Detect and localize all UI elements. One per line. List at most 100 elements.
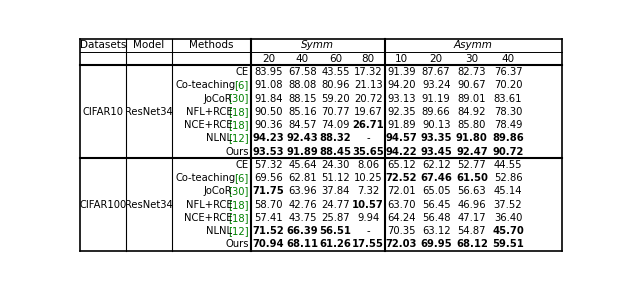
Text: 87.67: 87.67 — [422, 67, 451, 77]
Text: 71.75: 71.75 — [253, 186, 284, 196]
Text: 61.26: 61.26 — [319, 239, 351, 249]
Text: 84.92: 84.92 — [458, 107, 486, 117]
Text: 88.08: 88.08 — [289, 80, 317, 90]
Text: 24.77: 24.77 — [321, 199, 349, 210]
Text: Symm: Symm — [301, 40, 334, 51]
Text: [6]: [6] — [234, 173, 248, 183]
Text: 43.75: 43.75 — [288, 213, 317, 223]
Text: 93.13: 93.13 — [387, 94, 415, 104]
Text: 26.71: 26.71 — [352, 120, 384, 130]
Text: 88.15: 88.15 — [288, 94, 317, 104]
Text: [18]: [18] — [228, 107, 248, 117]
Text: [12]: [12] — [228, 226, 248, 236]
Text: NFL+RCE: NFL+RCE — [186, 199, 232, 210]
Text: 92.35: 92.35 — [387, 107, 416, 117]
Text: 30: 30 — [465, 54, 479, 64]
Text: Ours: Ours — [225, 239, 248, 249]
Text: 82.73: 82.73 — [458, 67, 486, 77]
Text: 90.36: 90.36 — [254, 120, 283, 130]
Text: 91.39: 91.39 — [387, 67, 416, 77]
Text: 89.66: 89.66 — [422, 107, 451, 117]
Text: 20.72: 20.72 — [354, 94, 383, 104]
Text: 20: 20 — [262, 54, 275, 64]
Text: 71.52: 71.52 — [253, 226, 284, 236]
Text: [18]: [18] — [228, 213, 248, 223]
Text: 7.32: 7.32 — [357, 186, 380, 196]
Text: Methods: Methods — [189, 40, 234, 51]
Text: 21.13: 21.13 — [354, 80, 383, 90]
Text: CIFAR10: CIFAR10 — [83, 107, 124, 117]
Text: 9.94: 9.94 — [357, 213, 380, 223]
Text: 91.19: 91.19 — [422, 94, 451, 104]
Text: NFL+RCE: NFL+RCE — [186, 107, 232, 117]
Text: 88.32: 88.32 — [319, 133, 351, 143]
Text: 57.41: 57.41 — [254, 213, 283, 223]
Text: 94.23: 94.23 — [253, 133, 284, 143]
Text: 58.70: 58.70 — [254, 199, 283, 210]
Text: 85.16: 85.16 — [288, 107, 317, 117]
Text: 61.50: 61.50 — [456, 173, 488, 183]
Text: 20: 20 — [429, 54, 443, 64]
Text: 52.86: 52.86 — [493, 173, 522, 183]
Text: 52.77: 52.77 — [458, 160, 486, 170]
Text: 68.11: 68.11 — [286, 239, 319, 249]
Text: 63.96: 63.96 — [288, 186, 317, 196]
Text: 42.76: 42.76 — [288, 199, 317, 210]
Text: 56.48: 56.48 — [422, 213, 451, 223]
Text: 19.67: 19.67 — [354, 107, 383, 117]
Text: 54.87: 54.87 — [458, 226, 486, 236]
Text: NLNL: NLNL — [206, 226, 232, 236]
Text: 46.96: 46.96 — [458, 199, 486, 210]
Text: 67.46: 67.46 — [420, 173, 452, 183]
Text: 72.03: 72.03 — [386, 239, 417, 249]
Text: 94.20: 94.20 — [387, 80, 415, 90]
Text: CE: CE — [236, 67, 248, 77]
Text: 51.12: 51.12 — [321, 173, 350, 183]
Text: 94.57: 94.57 — [385, 133, 417, 143]
Text: 90.67: 90.67 — [458, 80, 486, 90]
Text: 70.35: 70.35 — [387, 226, 415, 236]
Text: 89.01: 89.01 — [458, 94, 486, 104]
Text: 45.64: 45.64 — [288, 160, 317, 170]
Text: 91.89: 91.89 — [287, 147, 318, 157]
Text: 84.57: 84.57 — [288, 120, 317, 130]
Text: 92.43: 92.43 — [287, 133, 318, 143]
Text: ResNet34: ResNet34 — [125, 107, 173, 117]
Text: 93.53: 93.53 — [253, 147, 284, 157]
Text: [18]: [18] — [228, 199, 248, 210]
Text: 59.51: 59.51 — [492, 239, 524, 249]
Text: 65.05: 65.05 — [422, 186, 451, 196]
Text: 90.50: 90.50 — [254, 107, 283, 117]
Text: 17.32: 17.32 — [354, 67, 383, 77]
Text: 64.24: 64.24 — [387, 213, 415, 223]
Text: [30]: [30] — [228, 94, 248, 104]
Text: 24.30: 24.30 — [321, 160, 349, 170]
Text: NCE+RCE: NCE+RCE — [184, 120, 232, 130]
Text: 69.56: 69.56 — [254, 173, 283, 183]
Text: [18]: [18] — [228, 120, 248, 130]
Text: 89.86: 89.86 — [492, 133, 524, 143]
Text: 60: 60 — [329, 54, 342, 64]
Text: 17.55: 17.55 — [352, 239, 384, 249]
Text: 10: 10 — [395, 54, 408, 64]
Text: JoCoR: JoCoR — [204, 94, 232, 104]
Text: 10.25: 10.25 — [354, 173, 383, 183]
Text: 45.14: 45.14 — [494, 186, 522, 196]
Text: 37.84: 37.84 — [321, 186, 349, 196]
Text: -: - — [366, 226, 370, 236]
Text: 91.89: 91.89 — [387, 120, 416, 130]
Text: 47.17: 47.17 — [458, 213, 486, 223]
Text: 59.20: 59.20 — [321, 94, 349, 104]
Text: 67.58: 67.58 — [288, 67, 317, 77]
Text: 90.72: 90.72 — [492, 147, 524, 157]
Text: 80.96: 80.96 — [321, 80, 349, 90]
Text: 8.06: 8.06 — [357, 160, 380, 170]
Text: 40: 40 — [502, 54, 515, 64]
Text: [12]: [12] — [228, 133, 248, 143]
Text: 83.61: 83.61 — [494, 94, 522, 104]
Text: 45.70: 45.70 — [492, 226, 524, 236]
Text: 69.95: 69.95 — [420, 239, 452, 249]
Text: Co-teaching: Co-teaching — [175, 173, 236, 183]
Text: NLNL: NLNL — [206, 133, 232, 143]
Text: 90.13: 90.13 — [422, 120, 451, 130]
